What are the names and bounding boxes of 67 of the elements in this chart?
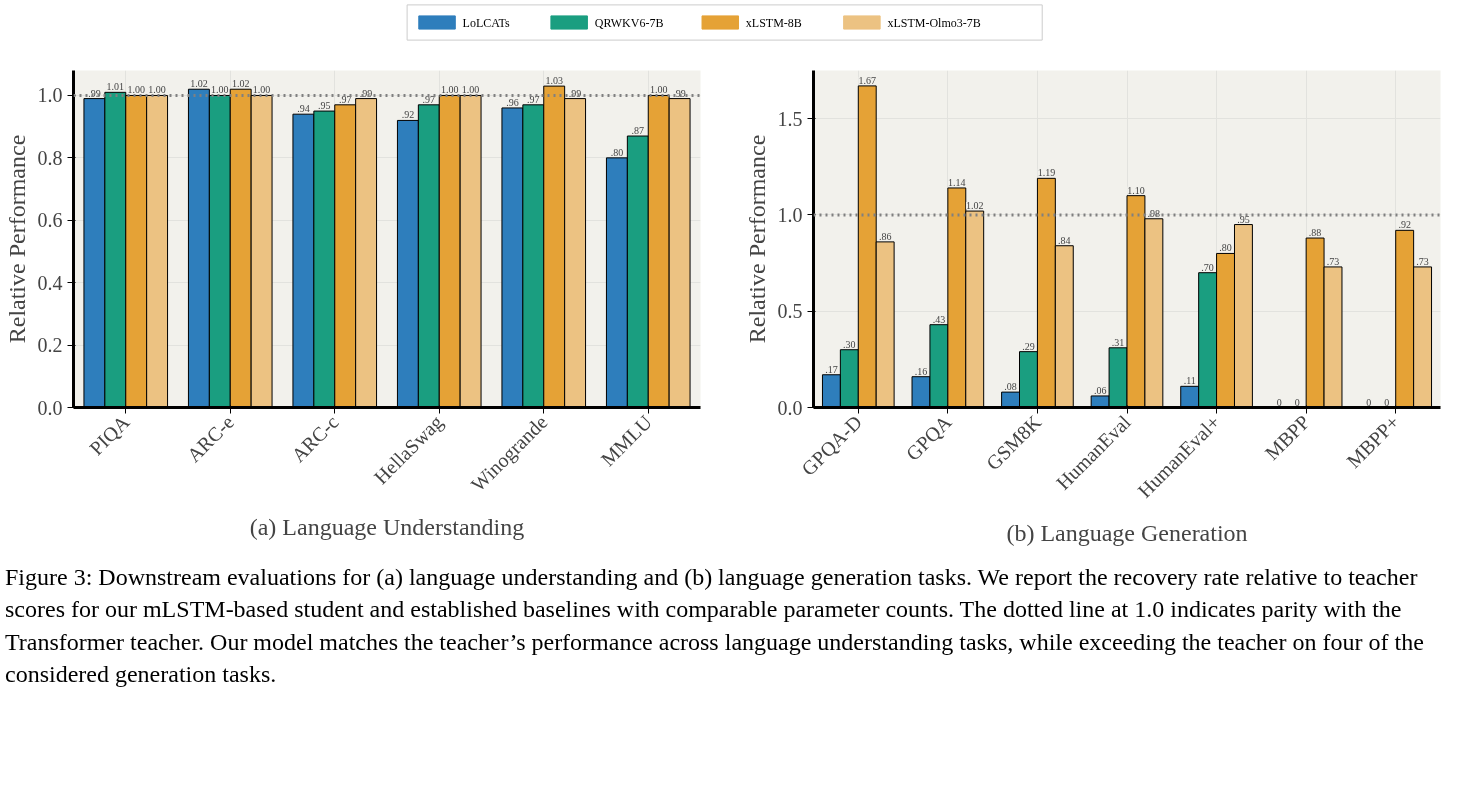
data-label: .92 bbox=[401, 109, 415, 121]
legend-label: QRWKV6-7B bbox=[594, 15, 664, 30]
data-label: 1.67 bbox=[858, 74, 876, 86]
y-tick-label: 0.0 bbox=[37, 396, 63, 419]
caption: Figure 3: Downstream evaluations for (a) language understanding and (b) language generation tasks. We report the recovery rate relative to teacher scores for our mLSTM-based student and established baselines with comparable parameter counts. The dotted line at 1.0 indicates parity with the Transformer teacher. Our model matches the teacher’s performance across language understanding tasks, while exceeding the teacher on four of the considered generation tasks. bbox=[5, 563, 1425, 690]
data-label: 1.00 bbox=[252, 84, 271, 96]
data-label: .73 bbox=[1326, 255, 1340, 267]
data-label: 1.03 bbox=[545, 75, 563, 87]
data-label: .99 bbox=[359, 87, 373, 99]
y-axis-title: Relative Performance bbox=[3, 134, 30, 344]
y-tick-label: 1.0 bbox=[37, 84, 63, 107]
data-label: .17 bbox=[825, 363, 838, 375]
data-label: .80 bbox=[1219, 242, 1232, 254]
data-label: .16 bbox=[914, 365, 928, 377]
legend-label: xLSTM-8B bbox=[745, 15, 802, 30]
data-label: 0 bbox=[1384, 396, 1390, 408]
data-label: 1.02 bbox=[965, 200, 984, 212]
data-label: .92 bbox=[1398, 219, 1411, 231]
data-label: 1.01 bbox=[106, 81, 125, 93]
y-tick-label: 0.8 bbox=[37, 146, 63, 169]
data-label: 1.00 bbox=[440, 84, 459, 96]
data-label: 1.00 bbox=[127, 84, 145, 96]
data-label: .73 bbox=[1416, 255, 1429, 267]
data-label: .06 bbox=[1093, 384, 1107, 396]
text: (b) Language Generation bbox=[1006, 519, 1248, 546]
data-label: .43 bbox=[932, 313, 946, 325]
y-tick-label: 0.6 bbox=[37, 209, 63, 232]
y-tick-label: 0.2 bbox=[37, 334, 63, 357]
data-label: 1.02 bbox=[231, 78, 250, 90]
text: (a) Language Understanding bbox=[249, 513, 525, 540]
data-label: 1.00 bbox=[649, 84, 668, 96]
data-label: .80 bbox=[610, 146, 624, 158]
y-tick-label: 0.0 bbox=[777, 396, 803, 419]
y-tick-label: 0.4 bbox=[37, 271, 63, 294]
data-label: 0 bbox=[1276, 396, 1282, 408]
data-label: .96 bbox=[506, 96, 519, 108]
data-label: 1.02 bbox=[190, 78, 208, 90]
data-label: .70 bbox=[1201, 261, 1214, 273]
data-label: .30 bbox=[843, 338, 856, 350]
data-label: .87 bbox=[631, 125, 645, 137]
data-label: 1.14 bbox=[948, 176, 966, 188]
data-label: .29 bbox=[1022, 340, 1035, 352]
data-label: 0 bbox=[1294, 396, 1300, 408]
data-label: .31 bbox=[1111, 336, 1125, 348]
y-tick-label: 0.5 bbox=[777, 300, 803, 323]
data-label: 1.19 bbox=[1037, 167, 1056, 179]
y-axis-title: Relative Performance bbox=[743, 134, 770, 344]
data-label: .98 bbox=[1147, 207, 1161, 219]
data-label: .86 bbox=[878, 230, 892, 242]
data-label: 1.00 bbox=[461, 84, 480, 96]
data-label: 1.00 bbox=[148, 84, 166, 96]
data-label: .88 bbox=[1308, 227, 1322, 239]
y-tick-label: 1.5 bbox=[777, 107, 803, 130]
y-tick-label: 1.0 bbox=[777, 203, 803, 226]
data-label: .94 bbox=[297, 103, 310, 115]
data-label: .84 bbox=[1058, 234, 1071, 246]
data-label: .08 bbox=[1004, 381, 1017, 393]
data-label: 0 bbox=[1366, 396, 1372, 408]
data-label: 1.10 bbox=[1127, 184, 1145, 196]
data-label: .99 bbox=[673, 87, 686, 99]
legend-label: xLSTM-Olmo3-7B bbox=[887, 15, 981, 30]
data-label: 1.00 bbox=[211, 84, 229, 96]
legend-label: LoLCATs bbox=[462, 15, 511, 30]
data-label: .11 bbox=[1183, 375, 1196, 387]
data-label: .95 bbox=[1237, 213, 1250, 225]
data-label: .95 bbox=[318, 100, 331, 112]
data-label: .97 bbox=[527, 93, 540, 105]
